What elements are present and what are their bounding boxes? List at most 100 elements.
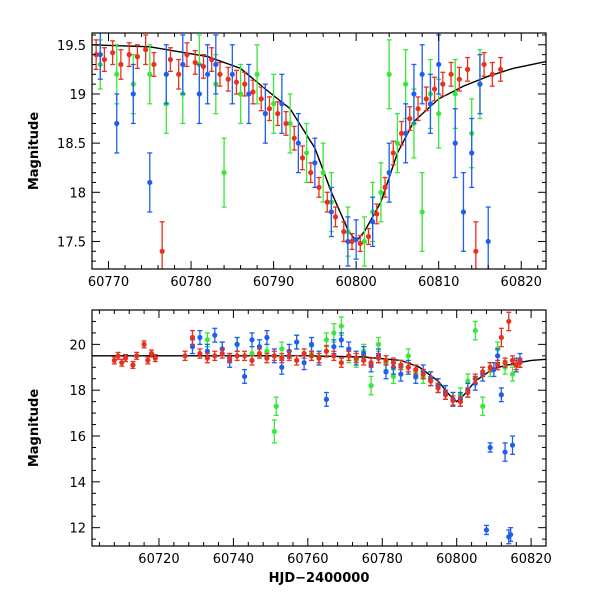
bottom-red-point: [420, 368, 426, 380]
bottom-blue-point: [483, 524, 490, 536]
bottom-red-point: [227, 352, 233, 364]
top-red-point: [151, 52, 157, 77]
top-green-point: [271, 73, 277, 134]
bottom-red-point: [517, 357, 523, 368]
bottom-x-tick-label: 60800: [436, 552, 477, 567]
bottom-red-point: [506, 311, 512, 332]
top-red-point: [374, 203, 380, 225]
top-red-point: [126, 42, 132, 68]
bottom-red-point: [509, 355, 516, 366]
top-panel-axes: 60770 60780 60790 60800 60810 60820 17.5 18 18.5…: [57, 33, 546, 290]
top-green-point: [221, 137, 227, 208]
bottom-panel: 60720 60740 60760 60780 60800 60820 12 14 16 18 20…: [27, 309, 552, 586]
top-blue-point: [204, 44, 211, 105]
top-y-tick-label: 19: [69, 88, 86, 103]
top-red-point: [332, 206, 339, 228]
top-blue-point: [386, 142, 392, 203]
bottom-red-point: [134, 351, 140, 360]
bottom-red-point: [398, 359, 404, 371]
top-blue-point: [213, 34, 219, 95]
bottom-blue-point: [294, 334, 300, 350]
bottom-red-point: [472, 373, 478, 384]
bottom-blue-point: [241, 368, 248, 384]
top-panel-frame: [91, 32, 547, 270]
bottom-x-tick-label: 60760: [287, 552, 328, 567]
top-red-point: [498, 56, 504, 82]
top-red-point: [118, 49, 124, 80]
bottom-red-point: [498, 327, 504, 348]
bottom-x-tick-label: 60820: [510, 552, 551, 567]
top-blue-point: [419, 44, 425, 105]
bottom-blue-point: [308, 336, 315, 352]
bottom-red-point: [316, 352, 322, 364]
bottom-red-point: [353, 352, 359, 364]
bottom-red-point: [256, 348, 263, 359]
bottom-y-tick-label: 12: [69, 522, 86, 537]
bottom-red-point: [241, 350, 248, 362]
top-red-point: [258, 86, 264, 112]
top-red-point: [431, 76, 438, 102]
top-red-point: [365, 228, 372, 246]
bottom-red-point: [122, 354, 129, 363]
top-x-tick-label: 60790: [253, 275, 294, 290]
top-blue-point: [427, 73, 434, 134]
top-red-point: [266, 96, 273, 122]
bottom-blue-point: [383, 364, 389, 380]
bottom-green-point: [509, 366, 516, 382]
bottom-red-point: [294, 355, 300, 366]
top-red-point: [233, 69, 240, 95]
bottom-red-point: [405, 362, 411, 373]
bottom-panel-data: [92, 311, 546, 545]
top-x-tick-label: 60770: [88, 275, 129, 290]
bottom-red-point: [375, 352, 382, 364]
bottom-red-point: [130, 360, 136, 370]
bottom-red-point: [264, 352, 270, 364]
bottom-green-point: [368, 375, 374, 396]
bottom-green-point: [271, 419, 277, 444]
bottom-red-point: [383, 355, 389, 366]
top-red-point: [398, 120, 405, 146]
bottom-blue-point: [487, 442, 493, 453]
top-green-point: [361, 216, 367, 267]
top-blue-point: [469, 117, 475, 189]
bottom-green-point: [472, 320, 478, 341]
bottom-blue-point: [249, 332, 255, 348]
top-green-point: [287, 93, 293, 154]
top-red-point: [184, 42, 190, 68]
bottom-y-tick-label: 18: [69, 384, 86, 399]
top-red-point: [308, 162, 314, 184]
top-red-point: [489, 61, 495, 87]
top-blue-point: [312, 137, 318, 189]
top-red-point: [167, 47, 174, 72]
bottom-y-tick-label: 20: [69, 338, 86, 353]
bottom-blue-point: [234, 336, 240, 352]
top-blue-point: [279, 73, 285, 134]
top-red-point: [440, 71, 446, 97]
top-panel: 60770 60780 60790 60800 60810 60820 17.5 18 18.5…: [27, 32, 547, 290]
bottom-blue-point: [509, 435, 516, 455]
bottom-blue-point: [508, 527, 514, 543]
bottom-blue-point: [331, 339, 337, 355]
bottom-red-point: [111, 356, 117, 365]
top-red-point: [316, 176, 322, 198]
top-red-point: [225, 66, 231, 92]
bottom-red-point: [308, 350, 315, 362]
bottom-red-point: [182, 350, 188, 362]
top-y-tick-label: 17.5: [57, 235, 86, 250]
top-red-point: [110, 40, 116, 66]
top-red-point: [357, 234, 363, 252]
top-red-point: [473, 221, 479, 269]
bottom-red-point: [346, 350, 352, 362]
top-panel-data: [92, 33, 546, 269]
top-blue-point: [196, 63, 202, 125]
bottom-red-point: [487, 362, 493, 373]
bottom-x-tick-label: 60740: [213, 552, 254, 567]
top-blue-point: [485, 206, 491, 269]
top-red-point: [299, 145, 306, 171]
bottom-red-point: [152, 354, 158, 363]
top-blue-point: [328, 186, 334, 238]
bottom-blue-point: [279, 359, 285, 375]
bottom-red-point: [145, 356, 151, 365]
top-red-point: [200, 53, 207, 79]
bottom-red-point: [279, 352, 285, 364]
